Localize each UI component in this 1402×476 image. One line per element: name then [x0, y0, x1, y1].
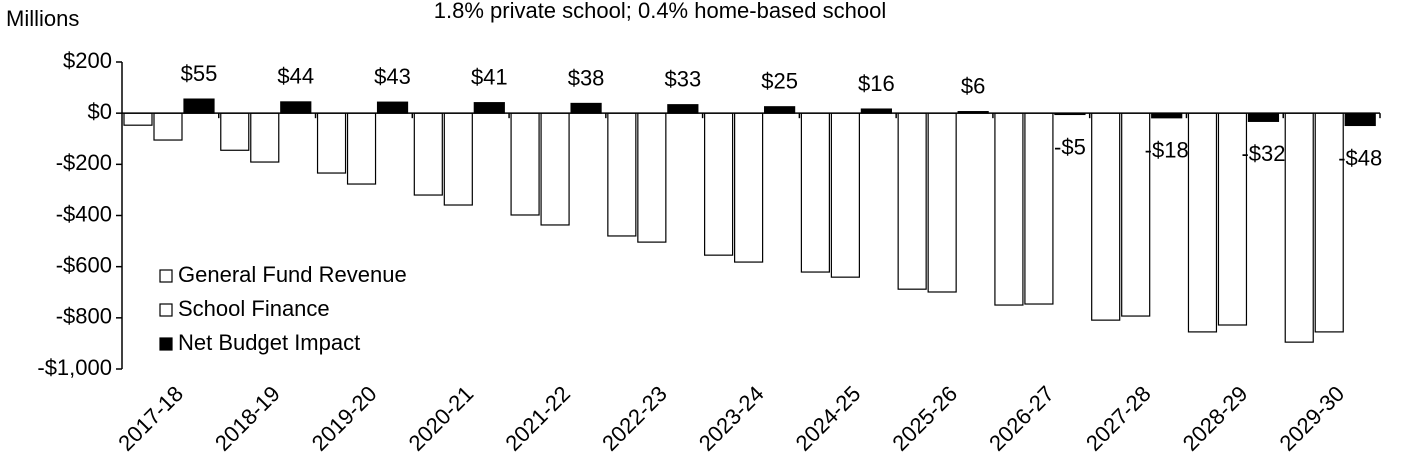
bar: [443, 112, 473, 206]
data-label: $43: [374, 64, 411, 89]
bar: [1314, 112, 1344, 333]
data-label: $55: [181, 61, 218, 86]
legend-label: Net Budget Impact: [178, 330, 360, 355]
bar: [413, 112, 443, 196]
data-label: $38: [568, 65, 605, 90]
bar: [734, 112, 764, 263]
bar: [830, 112, 860, 278]
y-tick-label: -$200: [56, 150, 112, 175]
bar: [1247, 112, 1280, 122]
data-label: $44: [277, 64, 314, 89]
data-label: -$48: [1338, 145, 1382, 170]
chart-subtitle: 1.8% private school; 0.4% home-based sch…: [434, 0, 886, 23]
bar: [250, 112, 280, 163]
x-tick-label: 2022-23: [597, 381, 672, 456]
bar: [1091, 112, 1121, 321]
bar: [607, 112, 637, 237]
y-tick-label: -$600: [56, 252, 112, 277]
x-tick-label: 2028-29: [1178, 381, 1253, 456]
bar: [764, 106, 796, 114]
bar: [540, 112, 570, 226]
bar: [510, 112, 540, 216]
bar: [220, 112, 250, 151]
y-axis-label: Millions: [6, 6, 79, 31]
data-label: $33: [664, 67, 701, 92]
y-tick-label: $200: [63, 48, 112, 73]
bar: [123, 112, 153, 126]
y-tick-label: $0: [88, 99, 112, 124]
data-label: -$5: [1054, 134, 1086, 159]
x-tick-label: 2029-30: [1274, 381, 1349, 456]
bar: [704, 112, 734, 256]
data-label: $6: [961, 73, 985, 98]
x-tick-label: 2018-19: [210, 381, 285, 456]
legend-swatch: [159, 303, 173, 317]
bar: [280, 101, 312, 114]
y-tick-label: -$800: [56, 304, 112, 329]
x-tick-label: 2026-27: [984, 381, 1059, 456]
x-tick-label: 2027-28: [1081, 381, 1156, 456]
bar: [316, 112, 347, 174]
bar: [1121, 112, 1151, 317]
bar: [1344, 112, 1376, 127]
x-tick-label: 2024-25: [791, 381, 866, 456]
x-tick-label: 2023-24: [694, 381, 769, 456]
x-tick-label: 2025-26: [887, 381, 962, 456]
bar: [570, 102, 602, 114]
bar: [800, 112, 830, 273]
bar: [1284, 112, 1314, 343]
y-tick-label: -$400: [56, 201, 112, 226]
bar: [153, 112, 183, 141]
bar: [376, 101, 409, 114]
data-label: $25: [761, 69, 798, 94]
legend-swatch: [159, 337, 173, 351]
y-tick-label: -$1,000: [37, 355, 112, 380]
bar: [1024, 112, 1054, 305]
legend-label: General Fund Revenue: [178, 262, 407, 287]
data-label: $41: [471, 64, 508, 89]
x-tick-label: 2021-22: [500, 381, 575, 456]
bar: [994, 112, 1024, 306]
legend-swatch: [159, 269, 173, 283]
x-tick-label: 2019-20: [307, 381, 382, 456]
data-label: -$32: [1241, 141, 1285, 166]
bar: [1217, 112, 1248, 326]
bar: [637, 112, 667, 243]
bar: [1187, 112, 1218, 333]
bar: [927, 112, 957, 293]
bar: [897, 112, 927, 290]
bar: [473, 102, 505, 114]
data-label: $16: [858, 71, 895, 96]
bar: [346, 112, 377, 185]
legend-label: School Finance: [178, 296, 330, 321]
bar: [667, 104, 699, 114]
data-label: -$18: [1145, 138, 1189, 163]
x-tick-label: 2020-21: [404, 381, 479, 456]
bar: [183, 98, 215, 114]
x-tick-label: 2017-18: [113, 381, 188, 456]
